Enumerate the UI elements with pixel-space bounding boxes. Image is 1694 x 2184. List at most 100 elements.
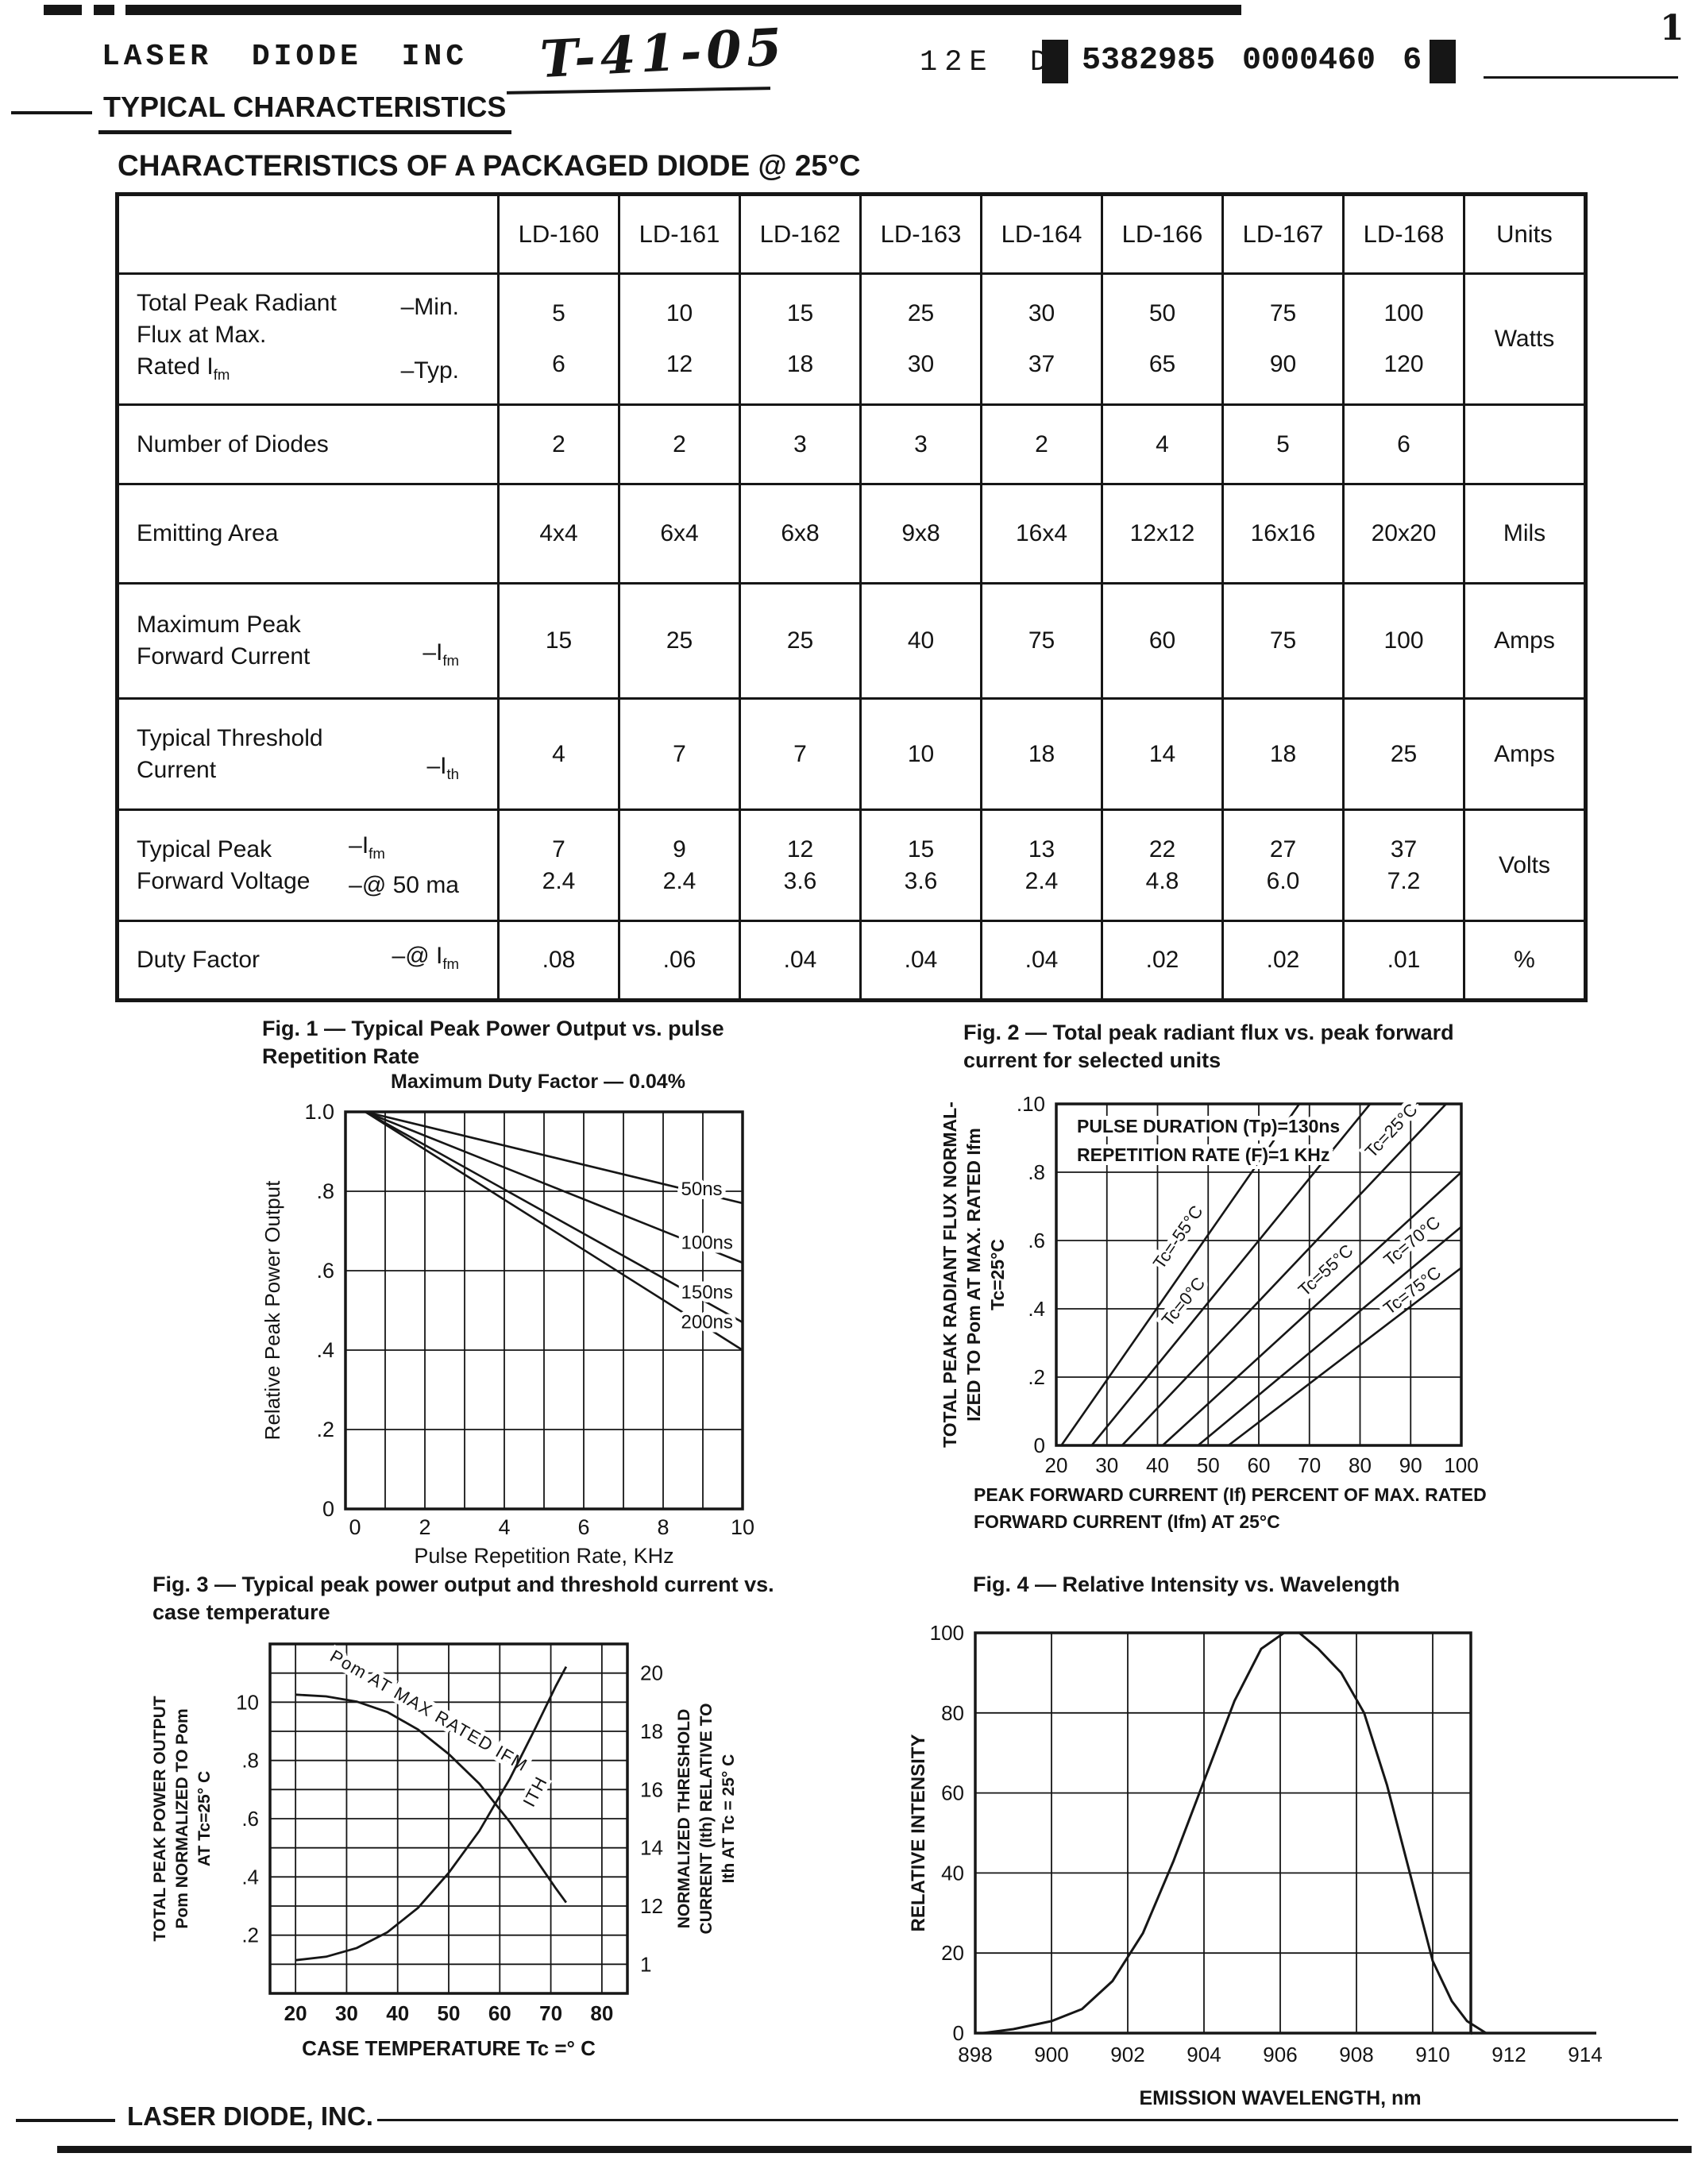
value-cell: 12 3.6 [739,808,862,922]
value-cell: 40 [859,582,982,700]
value-cell: 4 [497,697,620,811]
y-tick-label: .4 [1028,1297,1045,1321]
series-label: 100ns [681,1233,733,1254]
x-axis-label: PEAK FORWARD CURRENT (If) PERCENT OF MAX… [974,1484,1487,1505]
units-header: Units [1463,193,1587,275]
table-row: Emitting Area 4x4 6x4 6x8 9x8 16x4 12x12 16x16 2… [116,483,1587,585]
y-tick-label: .2 [316,1418,334,1441]
y-tick-label: .10 [1017,1092,1045,1116]
series-100ns [365,1110,743,1264]
x-tick-label: 70 [539,2001,562,2025]
x-tick-label: 100 [1444,1453,1478,1477]
y-tick-label: 20 [941,1941,964,1965]
doc-class: 12E D [920,46,1055,79]
fig2-chart: Tc=-55°CTc=0°CTc=25°CTc=55°C Tc=70°CTc=75… [940,1092,1487,1532]
x-tick-label: 0 [349,1515,361,1539]
value-cell: .04 [859,920,982,1001]
right-tick-label: 18 [640,1719,663,1743]
series-50ns [365,1110,743,1205]
units-cell [1463,403,1587,485]
value-cell: 22 4.8 [1101,808,1224,922]
left-tick-label: .4 [241,1865,259,1889]
value-cell: 16x16 [1221,483,1345,585]
barcode-block-left [1042,40,1068,83]
plot-border [268,1642,629,1995]
value-cell: 15 18 [739,272,862,406]
plot-border [974,1631,1472,2035]
value-cell: 15 [497,582,620,700]
units-cell: Volts [1463,808,1587,922]
series-Tc=-55°C [1060,1103,1301,1446]
x-tick-label: 912 [1491,2043,1526,2066]
value-cell: 9x8 [859,483,982,585]
characteristics-table: LD-160 LD-161 LD-162 LD-163 LD-164 LD-166 LD-1… [115,192,1588,1002]
column-header: LD-162 [739,193,862,275]
x-tick-label: 80 [590,2001,613,2025]
value-cell: .02 [1221,920,1345,1001]
table-row: Typical Threshold Current –Ith 4 7 7 10 18 14 18… [116,697,1587,811]
table-row: Total Peak Radiant Flux at Max. Rated Ifm –… [116,272,1587,406]
x-tick-label: 900 [1034,2043,1068,2066]
section-rule-left [11,111,92,114]
series-label: Tc=75°C [1380,1262,1445,1318]
right-y-axis-label: CURRENT (Ith) RELATIVE TO [697,1704,716,1935]
x-tick-label: 904 [1187,2043,1221,2066]
right-tick-label: 14 [640,1836,663,1860]
value-cell: 2 [618,403,741,485]
value-cell: 16x4 [980,483,1103,585]
value-cell: 18 [1221,697,1345,811]
fig4-caption: Fig. 4 — Relative Intensity vs. Waveleng… [973,1572,1400,1596]
series-label: Tc=0°C [1158,1273,1210,1330]
series-label: 50ns [681,1179,723,1200]
column-header: LD-161 [618,193,741,275]
x-tick-label: 40 [1146,1453,1169,1477]
series-emission spectrum [982,1631,1487,2035]
y-tick-label: .6 [1028,1229,1045,1252]
table-row: Typical Peak Forward Voltage –Ifm –@ 50 ma 7… [116,808,1587,922]
y-axis-label: IZED TO Pom AT MAX. RATED Ifm [963,1128,984,1422]
header-rule-right [1484,76,1678,79]
value-cell: 25 30 [859,272,982,406]
value-cell: .06 [618,920,741,1001]
value-cell: 75 [1221,582,1345,700]
table-row: Duty Factor –@ Ifm .08.06.04.04.04.02.02.0… [116,920,1587,1001]
value-cell: 7 2.4 [497,808,620,922]
value-cell: 50 65 [1101,272,1224,406]
units-cell: % [1463,920,1587,1001]
left-y-axis-label: Pom NORMALIZED TO Pom [173,1708,191,1928]
series-200ns [365,1110,743,1352]
right-tick-label: 12 [640,1894,663,1918]
left-y-axis-label: TOTAL PEAK POWER OUTPUT [151,1696,169,1941]
value-cell: 7 [739,697,862,811]
value-cell: 6x4 [618,483,741,585]
left-tick-label: .6 [241,1807,259,1831]
right-tick-label: 16 [640,1777,663,1801]
series-label: 200ns [681,1312,733,1333]
x-tick-label: 4 [498,1515,510,1539]
handwritten-code: T-41-05 [538,17,789,91]
value-cell: 10 [859,697,982,811]
units-cell: Watts [1463,272,1587,406]
x-tick-label: 6 [577,1515,589,1539]
series-label: Tc=55°C [1295,1241,1357,1300]
row-label: Total Peak Radiant Flux at Max. Rated Ifm –… [116,272,500,406]
y-tick-label: .8 [316,1179,334,1203]
section-title: TYPICAL CHARACTERISTICS [103,91,507,123]
value-cell: 9 2.4 [618,808,741,922]
series-Tc=70°C [1197,1225,1462,1447]
column-header: LD-168 [1342,193,1465,275]
y-axis-label: RELATIVE INTENSITY [908,1734,929,1932]
y-tick-label: 0 [1034,1433,1045,1457]
value-cell: 25 [618,582,741,700]
value-cell: .08 [497,920,620,1001]
value-cell: 7 [618,697,741,811]
value-cell: 37 7.2 [1342,808,1465,922]
table-row: Number of Diodes 2 2 3 3 2 4 5 6 [116,403,1587,485]
y-tick-label: 40 [941,1861,964,1885]
value-cell: 6 [1342,403,1465,485]
x-tick-label: 60 [1248,1453,1271,1477]
units-cell: Amps [1463,582,1587,700]
x-tick-label: 8 [657,1515,669,1539]
barcode-block-right [1430,40,1456,83]
x-tick-label: 908 [1339,2043,1373,2066]
